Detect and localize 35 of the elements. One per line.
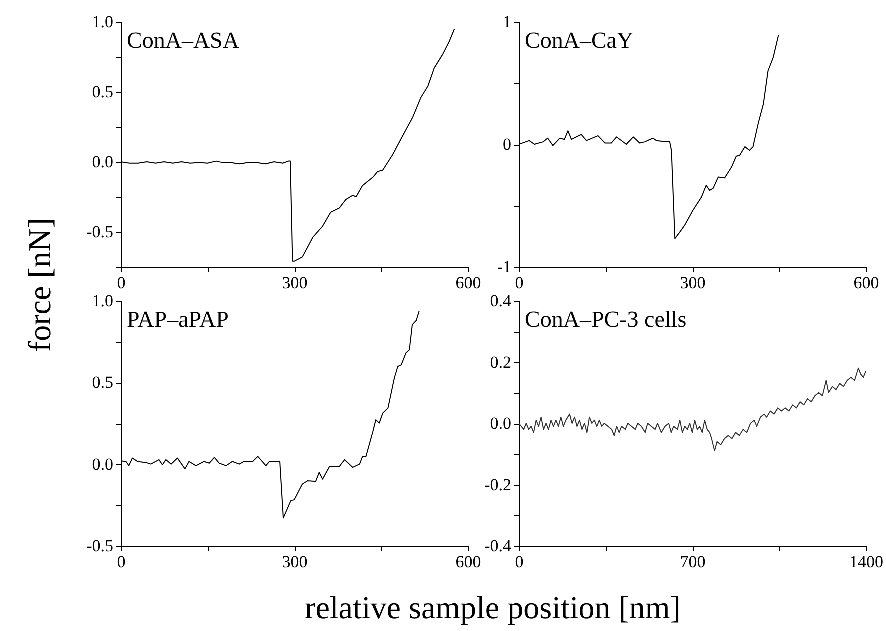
y-tick-label: 0.0	[92, 152, 114, 172]
y-tick-label: 0.5	[92, 82, 114, 102]
x-tick-label: 700	[680, 552, 706, 572]
y-tick-label: 0.5	[92, 373, 114, 392]
y-tick-label: 1.0	[92, 292, 114, 310]
x-axis-title: relative sample position [nm]	[305, 590, 681, 626]
x-tick-label: 1400	[850, 552, 884, 572]
x-tick-label: 0	[117, 552, 126, 572]
y-tick-label: 1.0	[92, 12, 114, 32]
y-tick-label: 0.2	[490, 352, 512, 372]
x-tick-label: 300	[680, 274, 706, 292]
x-tick-label: 0	[515, 552, 524, 572]
y-tick-label: 0	[503, 135, 512, 154]
y-tick-label: -0.4	[484, 536, 512, 556]
y-axis-title: force [nN]	[22, 218, 58, 352]
x-tick-label: 300	[282, 274, 308, 292]
x-tick-label: 600	[456, 552, 482, 572]
chart-title: ConA–CaY	[525, 28, 634, 53]
y-tick-label: 1	[503, 12, 512, 32]
x-tick-label: 0	[515, 274, 524, 292]
line-series	[519, 368, 866, 452]
y-tick-label: 0.4	[490, 292, 512, 310]
y-tick-label: -0.5	[86, 536, 114, 556]
y-tick-label: -1	[497, 258, 512, 276]
chart-title: ConA–PC-3 cells	[525, 307, 687, 332]
y-tick-label: 0.0	[92, 454, 114, 474]
x-tick-label: 300	[282, 552, 308, 572]
y-tick-label: -0.5	[86, 222, 114, 242]
chart-title: PAP–aPAP	[127, 307, 229, 332]
x-tick-label: 600	[456, 274, 482, 292]
y-tick-label: -0.2	[484, 475, 512, 494]
y-tick-label: 0.0	[490, 414, 512, 433]
chart-title: ConA–ASA	[127, 28, 240, 53]
x-tick-label: 0	[117, 274, 126, 292]
x-tick-label: 600	[854, 274, 880, 292]
